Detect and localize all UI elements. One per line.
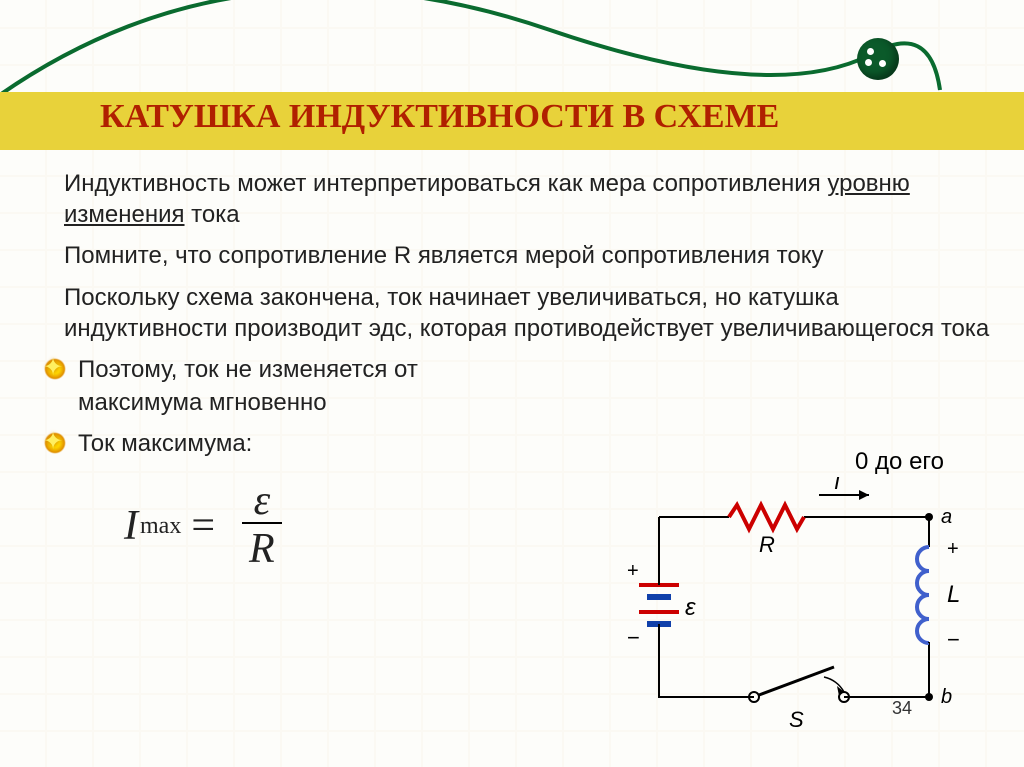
bullet-icon xyxy=(44,432,66,454)
svg-text:ε: ε xyxy=(685,594,696,621)
bullet-2: Ток максимума: xyxy=(44,428,994,459)
formula-frac: ε R xyxy=(237,480,287,574)
svg-text:L: L xyxy=(947,581,960,608)
svg-text:I: I xyxy=(834,477,840,494)
node-a: a xyxy=(941,506,952,528)
para-1-b: тока xyxy=(185,201,240,228)
svg-text:−: − xyxy=(947,627,960,652)
formula-eq: = xyxy=(191,499,215,554)
formula-I: I xyxy=(124,499,138,554)
svg-text:R: R xyxy=(759,532,775,557)
node-b: b xyxy=(941,686,952,708)
svg-text:−: − xyxy=(627,625,640,650)
decorative-ball-dot xyxy=(865,59,872,66)
bullet-1-cont: максимума мгновенно xyxy=(44,387,994,418)
bullet-icon xyxy=(44,358,66,380)
decorative-ball xyxy=(857,38,899,80)
bullet-1: Поэтому, ток не изменяется от xyxy=(44,354,994,385)
circuit-diagram: a b I R + − ε + L − S xyxy=(609,477,969,737)
switch: S xyxy=(749,667,849,732)
svg-text:+: + xyxy=(947,538,959,560)
formula-den: R xyxy=(237,524,287,574)
para-3: Поскольку схема закончена, ток начинает … xyxy=(44,282,994,344)
slide-number: 34 xyxy=(892,698,912,719)
resistor: R xyxy=(729,505,804,557)
para-2: Помните, что сопротивление R является ме… xyxy=(44,240,994,271)
svg-text:S: S xyxy=(789,707,804,732)
formula-num: ε xyxy=(242,480,283,524)
slide-title: КАТУШКА ИНДУКТИВНОСТИ В СХЕМЕ xyxy=(100,98,779,136)
para-1-a: Индуктивность может интерпретироваться к… xyxy=(64,170,827,197)
bullet-1a: Поэтому, ток не изменяется от xyxy=(78,356,418,383)
battery: + − ε xyxy=(627,560,696,650)
current-arrow: I xyxy=(819,477,869,500)
para-1: Индуктивность может интерпретироваться к… xyxy=(44,168,994,230)
bullet-1b: 0 до его xyxy=(855,448,944,476)
inductor: + L − xyxy=(917,538,960,652)
svg-text:+: + xyxy=(627,560,639,582)
formula-sub: max xyxy=(140,511,181,542)
